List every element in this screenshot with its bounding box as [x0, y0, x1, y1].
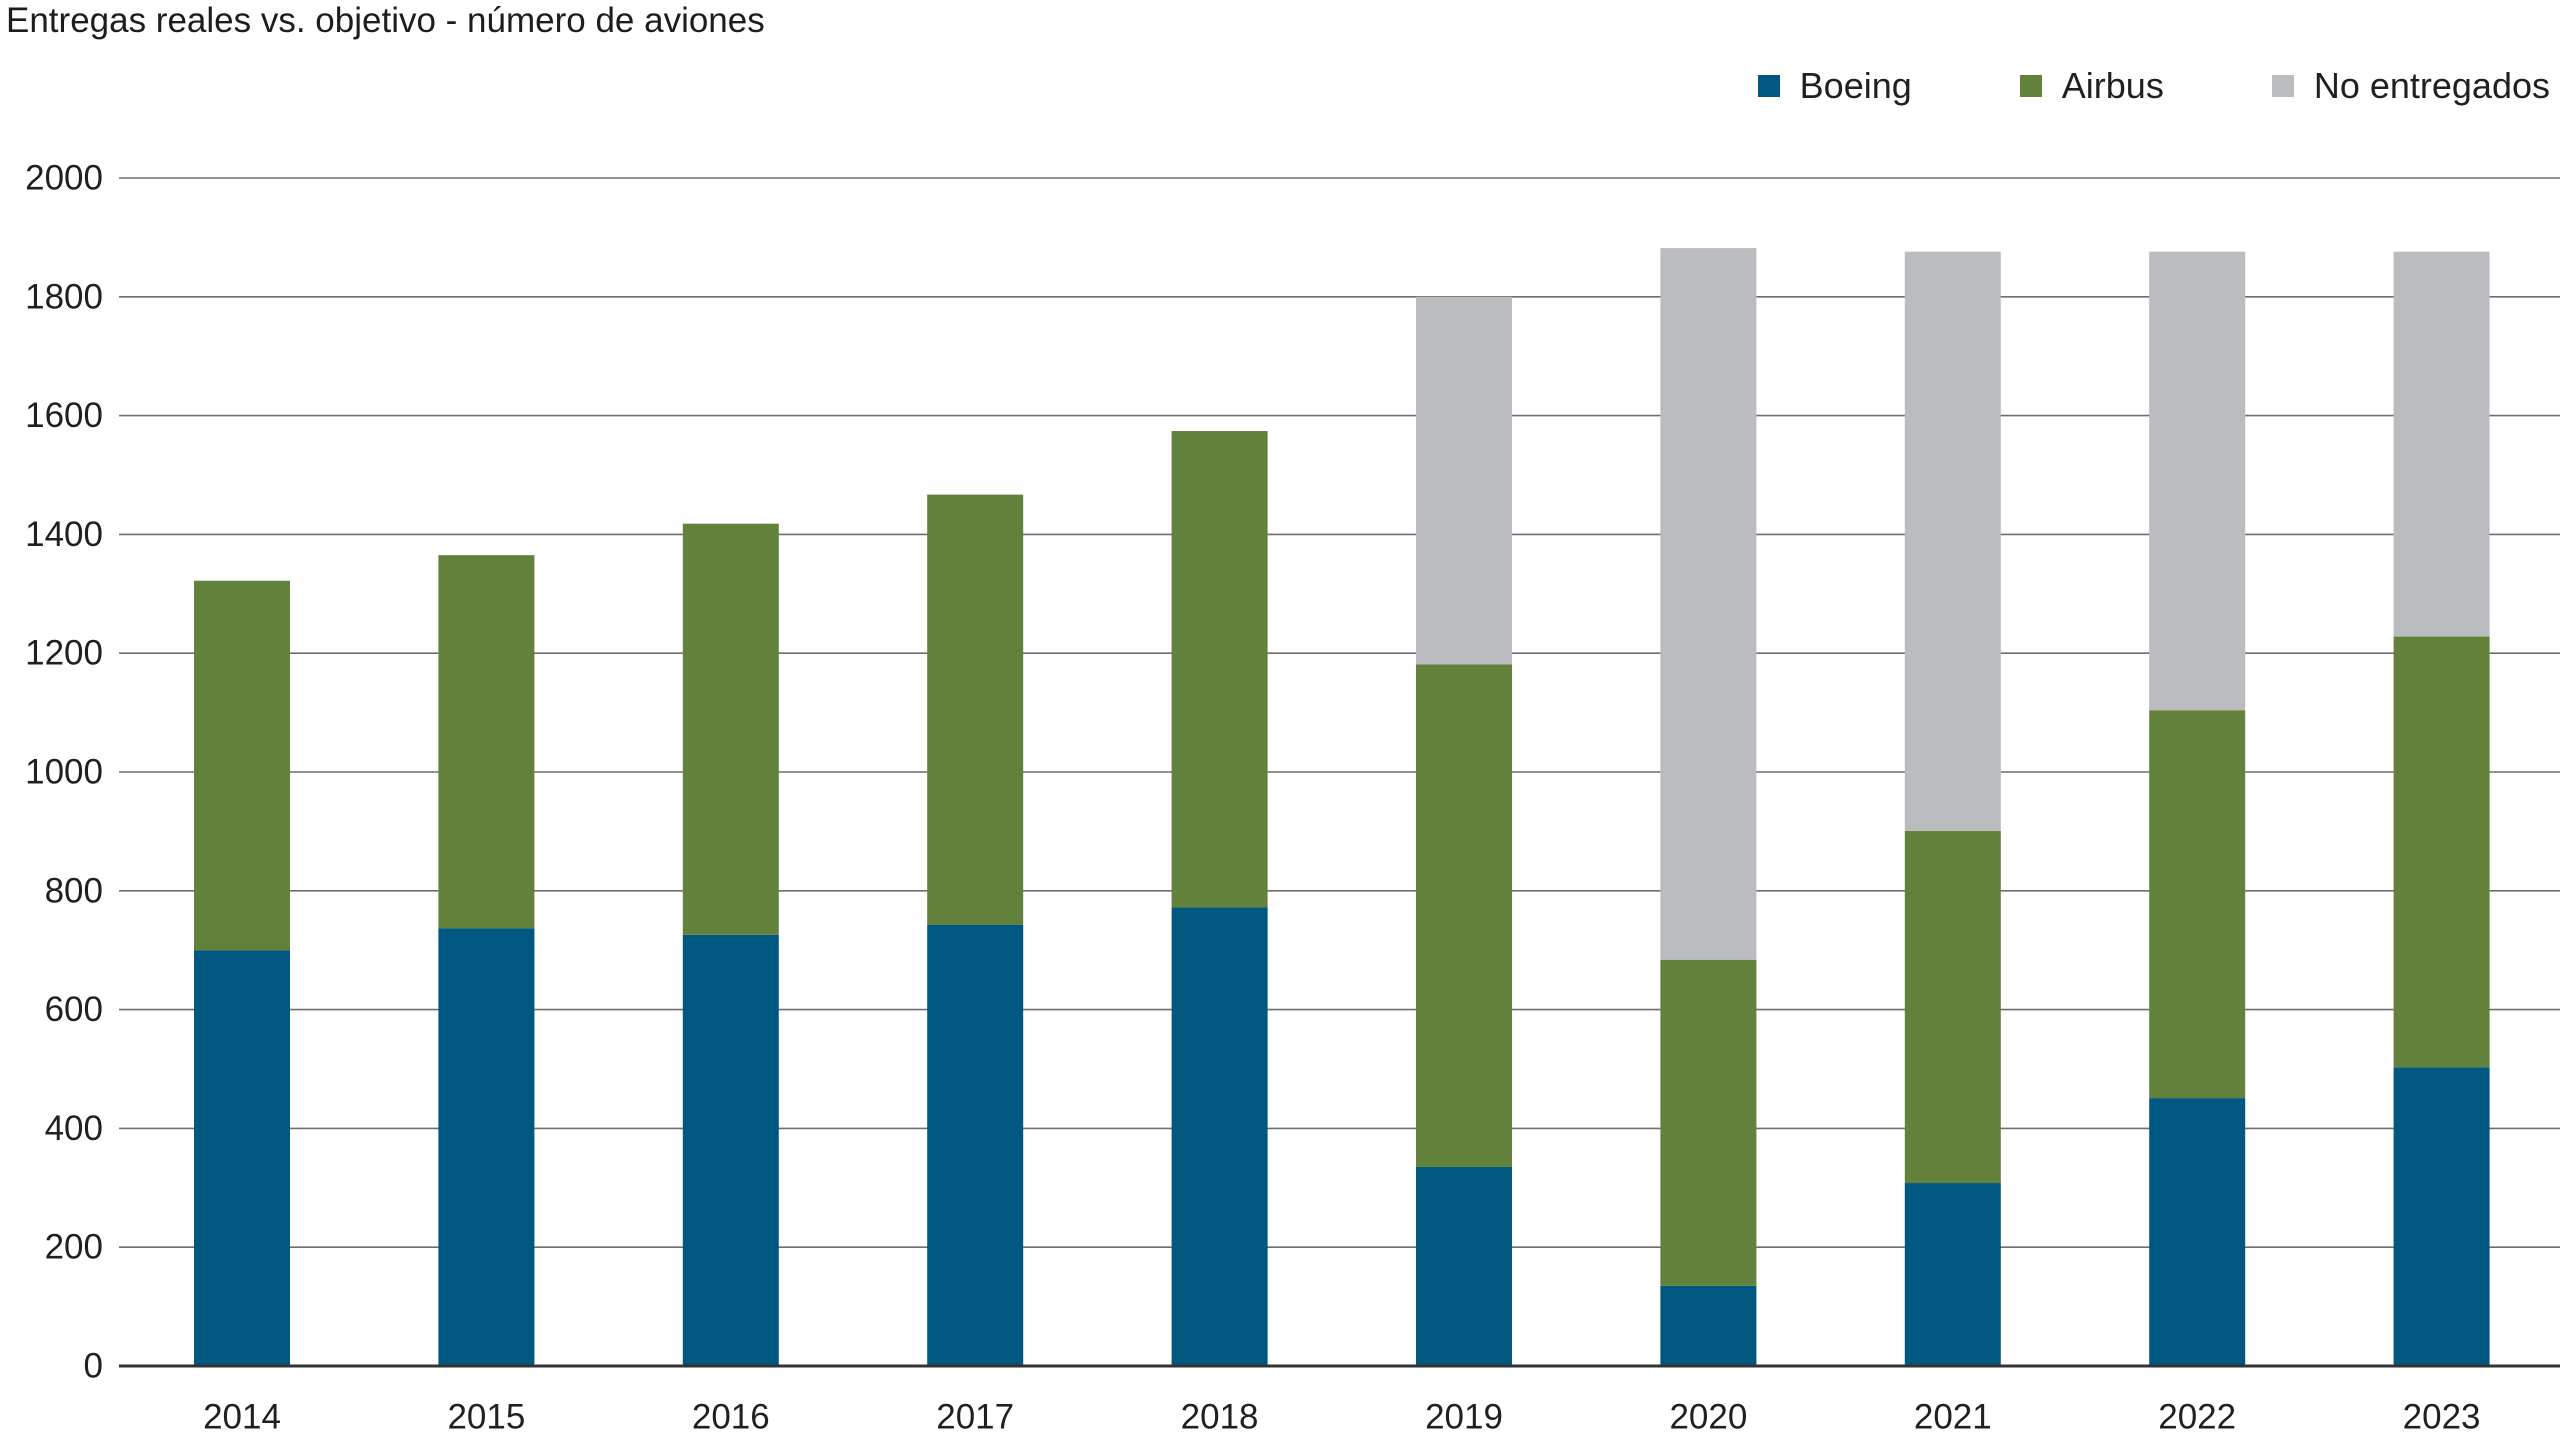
y-tick-label-1600: 1600 — [25, 396, 103, 435]
bar-airbus-2018 — [1171, 431, 1268, 908]
x-tick-label-2014: 2014 — [203, 1398, 281, 1437]
y-tick-label-600: 600 — [45, 990, 103, 1029]
bars — [194, 248, 2490, 1366]
bar-airbus-2016 — [682, 523, 779, 935]
x-tick-label-2015: 2015 — [447, 1398, 525, 1437]
legend-swatch-no-entregados — [2271, 75, 2294, 97]
bar-boeing-2020 — [1660, 1285, 1757, 1366]
legend-item-boeing: Boeing — [1757, 64, 1912, 108]
x-tick-label-2021: 2021 — [1914, 1398, 1992, 1437]
x-tick-label-2017: 2017 — [936, 1398, 1014, 1437]
bar-airbus-2023 — [2393, 636, 2490, 1068]
y-axis-tick-labels: 0 200 400 600 800 1000 1200 1400 1600 1800 2000 — [25, 159, 103, 1386]
legend-item-no-entregados: No entregados — [2271, 64, 2550, 108]
x-axis-tick-labels: 2014 2015 2016 2017 2018 2019 2020 2021 2022 2023 — [203, 1398, 2480, 1437]
y-tick-label-400: 400 — [45, 1109, 103, 1148]
bar-boeing-2017 — [927, 924, 1024, 1366]
bar-boeing-2019 — [1416, 1167, 1512, 1366]
x-tick-label-2023: 2023 — [2403, 1398, 2481, 1437]
bar-airbus-2020 — [1660, 959, 1757, 1286]
y-tick-label-800: 800 — [45, 871, 103, 910]
bar-boeing-2015 — [438, 928, 535, 1366]
chart-legend: Boeing Airbus No entregados — [1757, 64, 2550, 108]
bar-airbus-2017 — [927, 494, 1024, 925]
x-tick-label-2020: 2020 — [1669, 1398, 1747, 1437]
y-tick-label-200: 200 — [45, 1228, 103, 1267]
bar-boeing-2014 — [194, 950, 290, 1366]
bar-boeing-2022 — [2149, 1098, 2246, 1366]
x-tick-label-2016: 2016 — [692, 1398, 770, 1437]
legend-label-airbus: Airbus — [2061, 65, 2164, 106]
legend-swatch-boeing — [1757, 75, 1780, 97]
bar-no-entregados-2022 — [2149, 251, 2246, 711]
y-tick-label-0: 0 — [84, 1347, 103, 1386]
y-tick-label-1400: 1400 — [25, 515, 103, 554]
bar-no-entregados-2020 — [1660, 248, 1757, 960]
bar-no-entregados-2021 — [1904, 251, 2001, 831]
x-tick-label-2022: 2022 — [2158, 1398, 2236, 1437]
bar-airbus-2014 — [194, 580, 290, 951]
bar-airbus-2015 — [438, 555, 535, 929]
legend-label-no-entregados: No entregados — [2313, 65, 2550, 106]
bar-boeing-2023 — [2393, 1067, 2490, 1366]
bar-airbus-2019 — [1416, 664, 1512, 1168]
x-tick-label-2018: 2018 — [1181, 1398, 1259, 1437]
chart-title: Entregas reales vs. objetivo - número de… — [6, 1, 765, 40]
y-tick-label-1000: 1000 — [25, 753, 103, 792]
bar-boeing-2021 — [1904, 1183, 2001, 1366]
bar-boeing-2016 — [682, 934, 779, 1366]
y-tick-label-2000: 2000 — [25, 159, 103, 198]
bar-airbus-2022 — [2149, 710, 2246, 1099]
x-tick-label-2019: 2019 — [1425, 1398, 1503, 1437]
bar-no-entregados-2023 — [2393, 251, 2490, 637]
legend-label-boeing: Boeing — [1799, 65, 1912, 106]
legend-item-airbus: Airbus — [2019, 64, 2164, 108]
legend-swatch-airbus — [2019, 75, 2042, 97]
bar-airbus-2021 — [1904, 830, 2001, 1184]
y-tick-label-1200: 1200 — [25, 634, 103, 673]
y-tick-label-1800: 1800 — [25, 277, 103, 316]
bar-no-entregados-2019 — [1416, 296, 1512, 665]
bar-boeing-2018 — [1171, 907, 1268, 1366]
